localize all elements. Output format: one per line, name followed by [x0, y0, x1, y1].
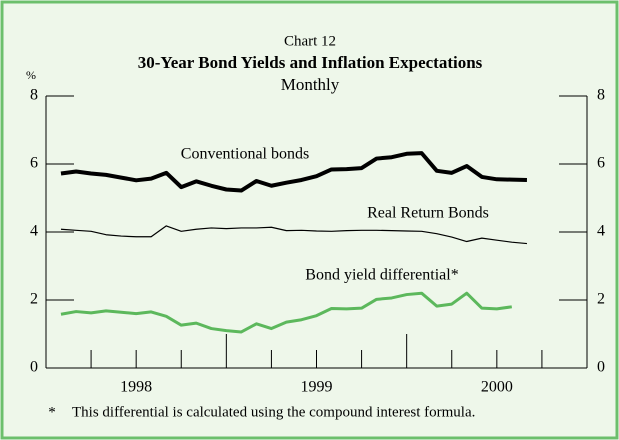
footnote-marker: * — [48, 404, 56, 420]
series-label: Bond yield differential* — [305, 267, 458, 284]
chart-subtitle: Monthly — [281, 75, 340, 94]
y-tick-label: 2 — [30, 291, 38, 308]
series-label: Real Return Bonds — [367, 205, 489, 222]
y2-tick-label: 0 — [597, 359, 605, 376]
chart-label: Chart 12 — [284, 33, 336, 49]
y2-tick-label: 8 — [597, 87, 605, 104]
series-label: Conventional bonds — [181, 146, 309, 163]
series-line — [60, 291, 513, 334]
y-tick-label: 6 — [30, 155, 38, 172]
x-tick-label: 2000 — [481, 379, 513, 396]
x-tick-label: 1999 — [301, 379, 333, 396]
y-tick-label: 4 — [30, 223, 38, 240]
y-unit: % — [26, 68, 36, 82]
footnote: This differential is calculated using th… — [72, 404, 475, 420]
chart-title: 30-Year Bond Yields and Inflation Expect… — [138, 53, 483, 72]
y2-tick-label: 2 — [597, 291, 605, 308]
series-line — [60, 151, 527, 193]
y2-tick-label: 4 — [597, 223, 605, 240]
y2-tick-label: 6 — [597, 155, 605, 172]
x-tick-label: 1998 — [120, 379, 152, 396]
y-tick-label: 8 — [30, 87, 38, 104]
y-tick-label: 0 — [30, 359, 38, 376]
series-line — [60, 225, 528, 245]
